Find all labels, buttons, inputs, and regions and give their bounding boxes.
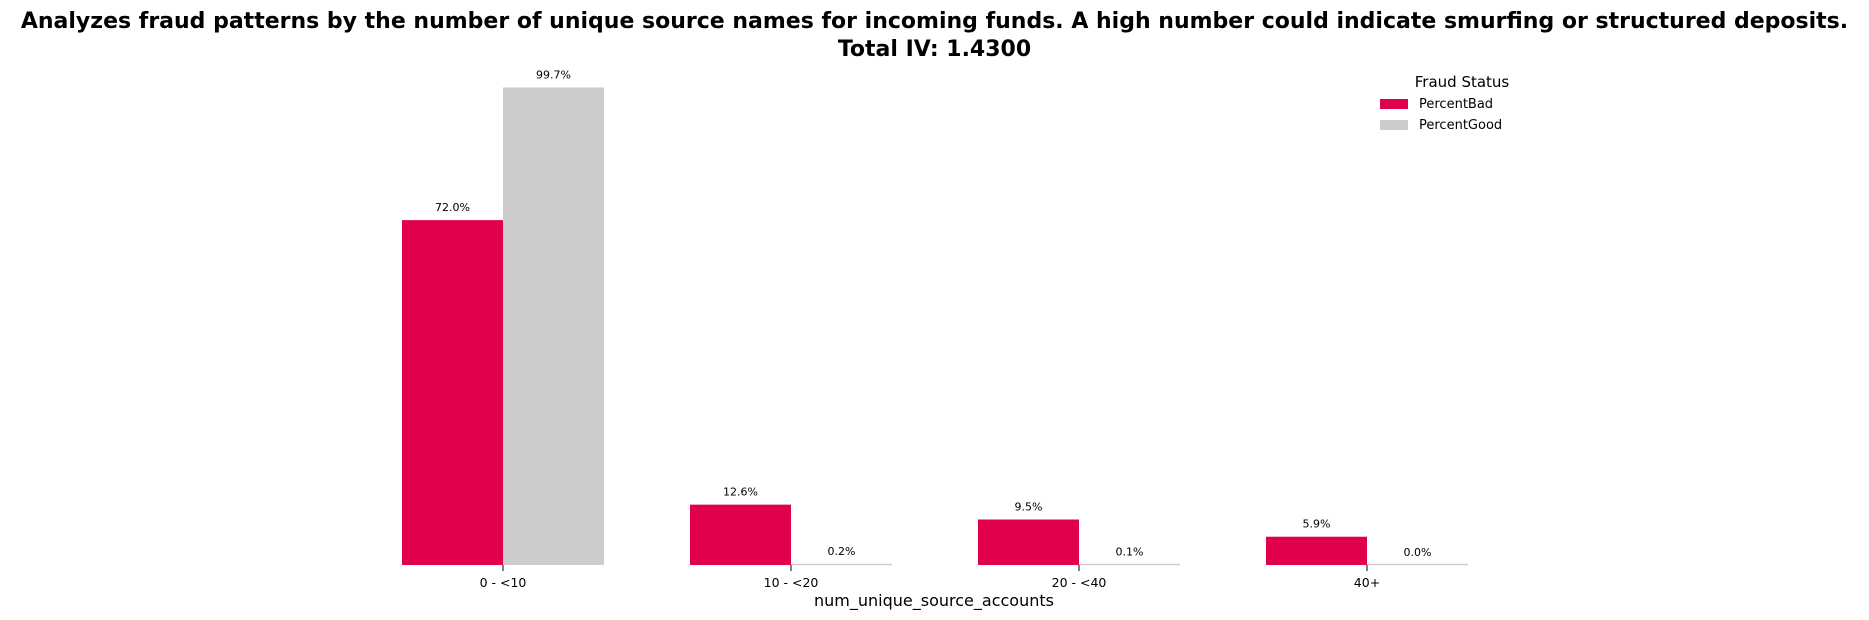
bar-value-label: 72.0%	[435, 201, 470, 214]
x-tick-label: 0 - <10	[480, 575, 527, 590]
legend-label-percentgood: PercentGood	[1419, 118, 1502, 133]
legend[interactable]: Fraud Status PercentBad PercentGood	[1380, 73, 1509, 133]
chart-title: Analyzes fraud patterns by the number of…	[21, 9, 1848, 34]
x-axis: 0 - <10 10 - <20 20 - <40 40+	[480, 565, 1380, 590]
bar-percentbad-2	[978, 519, 1079, 565]
x-axis-label: num_unique_source_accounts	[814, 591, 1054, 611]
legend-title: Fraud Status	[1415, 73, 1510, 91]
bar-percentbad-0	[402, 220, 503, 565]
bar-value-label: 0.0%	[1404, 546, 1432, 559]
legend-swatch-percentbad	[1380, 99, 1408, 109]
legend-swatch-percentgood	[1380, 120, 1408, 130]
bar-percentbad-3	[1266, 536, 1367, 565]
bar-value-label: 0.1%	[1116, 546, 1144, 559]
bar-value-label: 99.7%	[536, 68, 571, 81]
chart-subtitle: Total IV: 1.4300	[838, 37, 1031, 62]
bar-percentbad-1	[690, 504, 791, 565]
bar-percentgood-0	[503, 87, 604, 565]
x-tick-label: 40+	[1354, 575, 1380, 590]
bars-group: 72.0% 99.7% 12.6% 0.2% 9.5% 0.1% 5.9% 0.0%	[402, 68, 1468, 566]
bar-value-label: 5.9%	[1303, 518, 1331, 531]
bar-value-label: 12.6%	[723, 486, 758, 499]
legend-label-percentbad: PercentBad	[1419, 97, 1493, 112]
x-tick-label: 10 - <20	[764, 575, 819, 590]
bar-value-label: 9.5%	[1015, 500, 1043, 513]
x-tick-label: 20 - <40	[1052, 575, 1107, 590]
bar-value-label: 0.2%	[828, 545, 856, 558]
